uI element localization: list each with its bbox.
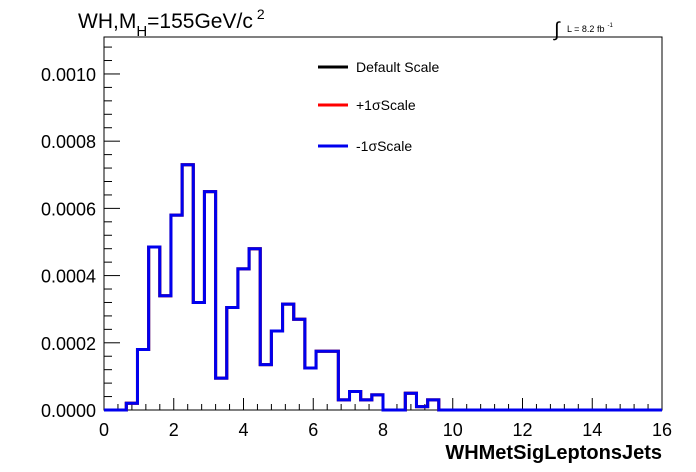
x-tick-label: 8	[378, 420, 388, 440]
axes: 0 2 4 6 8 10 12 14 16 0.0000 0.0002 0.0004 0.0006 0.0…	[41, 46, 672, 440]
lumi-superscript: -1	[607, 23, 613, 29]
lumi-label: L = 8.2 fb -1	[567, 23, 613, 34]
plot-frame	[103, 36, 663, 411]
legend-label-minus1sigma: -1σScale	[356, 138, 412, 154]
y-tick-label: 0.0006	[41, 199, 96, 219]
series-layer	[104, 163, 662, 412]
legend: Default Scale +1σScale -1σScale	[318, 59, 439, 154]
x-tick-label: 6	[308, 420, 318, 440]
y-tick-label: 0.0000	[41, 401, 96, 421]
legend-label-default: Default Scale	[356, 59, 439, 75]
x-tick-label: 2	[169, 420, 179, 440]
series-line-2	[104, 163, 662, 412]
y-tick-label: 0.0010	[41, 65, 96, 85]
title-prefix: WH,M	[78, 10, 136, 33]
title-rest: =155GeV/c	[147, 10, 253, 33]
legend-label-plus1sigma: +1σScale	[356, 97, 416, 113]
y-tick-label: 0.0002	[41, 334, 96, 354]
title-superscript: 2	[257, 6, 265, 22]
lumi-text: L = 8.2 fb	[567, 24, 604, 34]
x-tick-label: 10	[443, 420, 463, 440]
x-tick-label: 14	[582, 420, 602, 440]
x-axis-title: WHMetSigLeptonsJets	[445, 442, 662, 464]
x-tick-label: 12	[512, 420, 532, 440]
series-line-0	[104, 163, 662, 412]
x-tick-label: 4	[238, 420, 248, 440]
lumi-integral: ∫	[553, 19, 561, 41]
series-line-1	[104, 163, 662, 412]
x-tick-label: 16	[652, 420, 672, 440]
chart-title: WH,MH=155GeV/c 2	[78, 6, 265, 40]
x-tick-label: 0	[99, 420, 109, 440]
y-tick-label: 0.0008	[41, 132, 96, 152]
y-tick-label: 0.0004	[41, 267, 96, 287]
title-subscript: H	[136, 23, 147, 40]
